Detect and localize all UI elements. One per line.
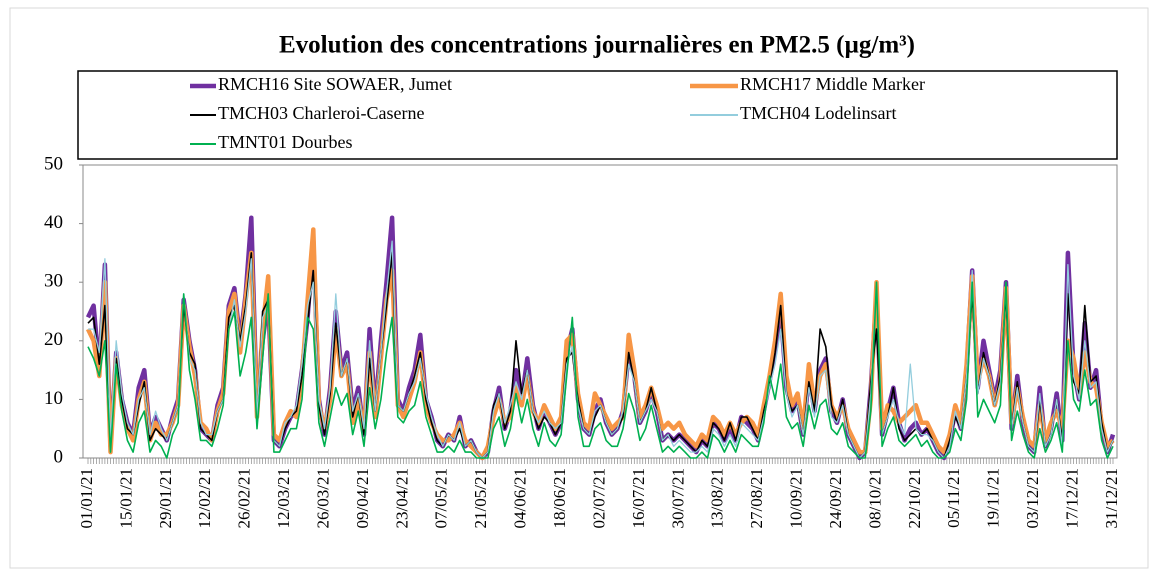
series-line bbox=[88, 240, 1114, 459]
x-tick-label: 02/07/21 bbox=[589, 468, 608, 528]
x-tick-label: 18/06/21 bbox=[550, 468, 569, 528]
y-tick-label: 40 bbox=[44, 212, 63, 233]
y-tick-label: 0 bbox=[54, 446, 64, 467]
legend-label: TMNT01 Dourbes bbox=[218, 132, 352, 152]
x-tick-label: 26/03/21 bbox=[313, 468, 332, 528]
x-tick-label: 23/04/21 bbox=[392, 468, 411, 528]
x-tick-label: 16/07/21 bbox=[629, 468, 648, 528]
legend-label: RMCH16 Site SOWAER, Jumet bbox=[218, 74, 452, 94]
y-tick-label: 20 bbox=[44, 329, 63, 350]
x-tick-label: 12/02/21 bbox=[195, 468, 214, 528]
x-tick-label: 22/10/21 bbox=[905, 468, 924, 528]
x-tick-label: 29/01/21 bbox=[156, 468, 175, 528]
x-tick-label: 30/07/21 bbox=[668, 468, 687, 528]
x-tick-label: 10/09/21 bbox=[787, 468, 806, 528]
x-tick-label: 01/01/21 bbox=[77, 468, 96, 528]
x-tick-label: 13/08/21 bbox=[708, 468, 727, 528]
x-tick-label: 17/12/21 bbox=[1062, 468, 1081, 528]
x-tick-label: 26/02/21 bbox=[235, 468, 254, 528]
x-tick-label: 21/05/21 bbox=[471, 468, 490, 528]
y-tick-label: 10 bbox=[44, 388, 63, 409]
chart-title: Evolution des concentrations journalière… bbox=[279, 32, 915, 59]
y-tick-label: 50 bbox=[44, 153, 63, 174]
legend-box bbox=[77, 70, 1118, 160]
legend-label: TMCH03 Charleroi-Caserne bbox=[218, 103, 424, 123]
x-tick-label: 19/11/21 bbox=[984, 468, 1003, 528]
x-tick-label: 24/09/21 bbox=[826, 468, 845, 528]
x-tick-label: 27/08/21 bbox=[747, 468, 766, 528]
y-tick-label: 30 bbox=[44, 271, 63, 292]
legend-label: TMCH04 Lodelinsart bbox=[740, 103, 896, 123]
x-tick-label: 09/04/21 bbox=[353, 468, 372, 528]
x-tick-label: 05/11/21 bbox=[944, 468, 963, 528]
x-tick-label: 04/06/21 bbox=[511, 468, 530, 528]
x-tick-label: 31/12/21 bbox=[1102, 468, 1121, 528]
series-line bbox=[87, 281, 1114, 459]
x-tick-label: 12/03/21 bbox=[274, 468, 293, 528]
legend-label: RMCH17 Middle Marker bbox=[740, 74, 925, 94]
chart-frame bbox=[9, 7, 1149, 569]
x-tick-label: 15/01/21 bbox=[116, 468, 135, 528]
x-tick-label: 03/12/21 bbox=[1023, 468, 1042, 528]
x-tick-label: 08/10/21 bbox=[865, 468, 884, 528]
x-tick-label: 07/05/21 bbox=[432, 468, 451, 528]
